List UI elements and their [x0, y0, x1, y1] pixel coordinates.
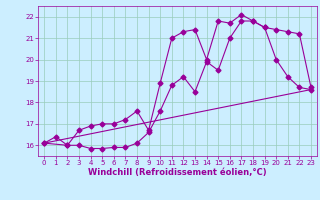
X-axis label: Windchill (Refroidissement éolien,°C): Windchill (Refroidissement éolien,°C): [88, 168, 267, 177]
